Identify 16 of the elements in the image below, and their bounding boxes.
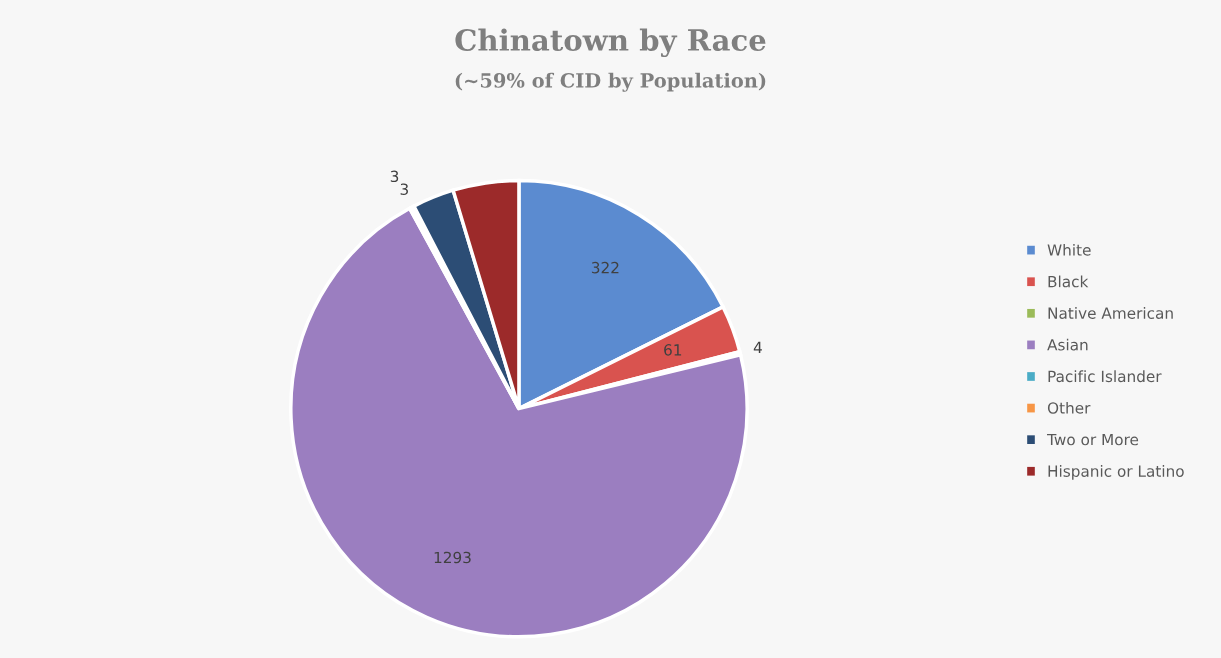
legend-label: Hispanic or Latino xyxy=(1048,465,1184,480)
legend-label: Asian xyxy=(1047,338,1088,351)
legend-label: Other xyxy=(1047,401,1091,414)
data-label: 3 xyxy=(390,170,399,183)
data-label: 1293 xyxy=(434,551,471,564)
chart-subtitle: (~59% of CID by Population) xyxy=(455,72,766,92)
legend-label: White xyxy=(1047,243,1091,256)
data-label: 3 xyxy=(400,183,408,195)
legend-label: Native American xyxy=(1048,307,1173,319)
legend-label: Black xyxy=(1048,275,1089,288)
legend-label: Pacific Islander xyxy=(1048,370,1162,383)
chart-title: Chinatown by Race xyxy=(455,28,766,58)
legend-label: Two or More xyxy=(1047,433,1139,446)
data-label: 61 xyxy=(664,344,682,356)
data-label: 322 xyxy=(591,261,619,274)
data-label: 4 xyxy=(753,341,762,354)
